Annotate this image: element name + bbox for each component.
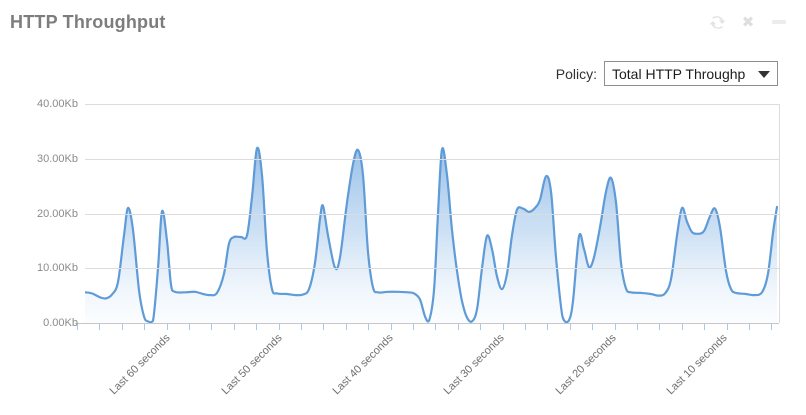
refresh-icon[interactable] [708, 13, 726, 31]
policy-selected-value: Total HTTP Throughp [612, 65, 746, 82]
x-axis-tick [547, 324, 548, 330]
close-icon[interactable]: ✖ [741, 13, 755, 31]
x-axis-tick [480, 324, 481, 330]
series-area-fill [85, 147, 777, 323]
x-axis-tick [592, 324, 593, 330]
x-axis-tick [234, 324, 235, 330]
x-axis-tick [704, 324, 705, 330]
x-axis-tick [771, 324, 772, 330]
gridline [85, 268, 779, 269]
x-axis-tick [458, 324, 459, 330]
y-axis-tick-label: 40.00Kb [37, 98, 78, 110]
chevron-down-icon [758, 71, 770, 78]
y-axis-tick-label: 0.00Kb [43, 317, 78, 329]
widget-header-icons: ✖ [708, 13, 788, 31]
x-axis-tick [368, 324, 369, 330]
x-axis-tick [301, 324, 302, 330]
x-axis-tick [727, 324, 728, 330]
x-axis-tick [682, 324, 683, 330]
x-axis-label: Last 20 seconds [553, 332, 619, 398]
x-axis-tick [659, 324, 660, 330]
x-axis-label: Last 10 seconds [664, 332, 730, 398]
x-axis-tick [211, 324, 212, 330]
x-axis-tick [637, 324, 638, 330]
x-axis-tick [749, 324, 750, 330]
x-axis-tick [615, 324, 616, 330]
widget-title: HTTP Throughput [10, 12, 166, 32]
x-axis-label: Last 50 seconds [219, 332, 285, 398]
x-axis-tick [77, 324, 78, 330]
y-axis-tick-label: 10.00Kb [37, 262, 78, 274]
x-axis-tick [346, 324, 347, 330]
y-axis-tick-label: 30.00Kb [37, 153, 78, 165]
x-axis-tick [167, 324, 168, 330]
x-axis-tick [525, 324, 526, 330]
x-axis-tick [570, 324, 571, 330]
x-axis-label: Last 40 seconds [330, 332, 396, 398]
x-axis-tick [99, 324, 100, 330]
x-axis-tick [122, 324, 123, 330]
x-axis-tick [503, 324, 504, 330]
plot-right-border [779, 104, 780, 323]
y-axis-tick-label: 20.00Kb [37, 208, 78, 220]
refresh-icon-glyph [709, 15, 725, 29]
x-axis-tick [189, 324, 190, 330]
x-axis-tick [144, 324, 145, 330]
x-axis-tick [435, 324, 436, 330]
x-axis-label: Last 30 seconds [441, 332, 507, 398]
x-axis-tick [413, 324, 414, 330]
x-axis-tick [279, 324, 280, 330]
series-line [85, 146, 779, 323]
x-axis-label: Last 60 seconds [107, 332, 173, 398]
minimize-icon[interactable] [770, 13, 788, 31]
x-axis-tick [391, 324, 392, 330]
policy-row: Policy: Total HTTP Throughp [556, 61, 778, 86]
gridline [85, 104, 779, 105]
x-axis-tick [323, 324, 324, 330]
gridline [85, 159, 779, 160]
x-axis-tick [256, 324, 257, 330]
policy-label: Policy: [555, 65, 597, 82]
x-axis-line [75, 323, 779, 324]
gridline [85, 214, 779, 215]
policy-dropdown[interactable]: Total HTTP Throughp [604, 61, 778, 86]
chart-plot-area [85, 146, 779, 323]
